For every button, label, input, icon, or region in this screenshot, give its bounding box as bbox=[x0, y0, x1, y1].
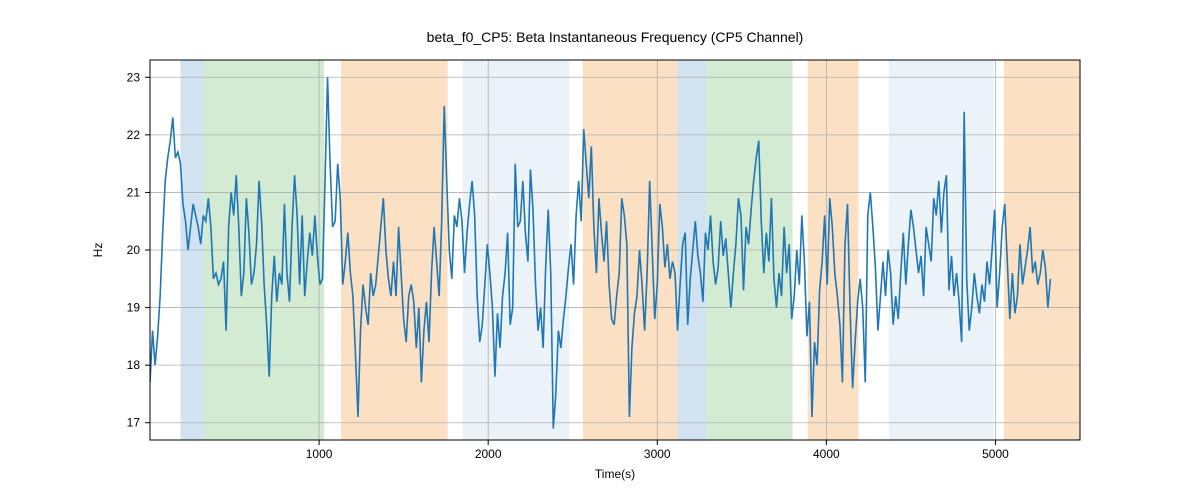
y-tick-label: 20 bbox=[127, 243, 141, 257]
y-tick-label: 22 bbox=[127, 128, 141, 142]
x-tick-label: 4000 bbox=[813, 447, 840, 461]
x-tick-label: 2000 bbox=[475, 447, 502, 461]
x-tick-label: 5000 bbox=[982, 447, 1009, 461]
chart-title: beta_f0_CP5: Beta Instantaneous Frequenc… bbox=[427, 29, 804, 45]
line-chart: 1000 2000 3000 4000 5000 17 18 19 20 21 22 23 beta_f… bbox=[0, 0, 1200, 500]
x-tick-label: 1000 bbox=[306, 447, 333, 461]
y-tick-label: 23 bbox=[127, 70, 141, 84]
chart-container: 1000 2000 3000 4000 5000 17 18 19 20 21 22 23 beta_f… bbox=[0, 0, 1200, 500]
x-tick-label: 3000 bbox=[644, 447, 671, 461]
y-tick-label: 21 bbox=[127, 185, 141, 199]
y-tick-label: 19 bbox=[127, 301, 141, 315]
y-tick-label: 18 bbox=[127, 358, 141, 372]
x-axis-label: Time(s) bbox=[595, 467, 635, 481]
y-axis-label: Hz bbox=[91, 243, 105, 258]
y-tick-label: 17 bbox=[127, 416, 141, 430]
